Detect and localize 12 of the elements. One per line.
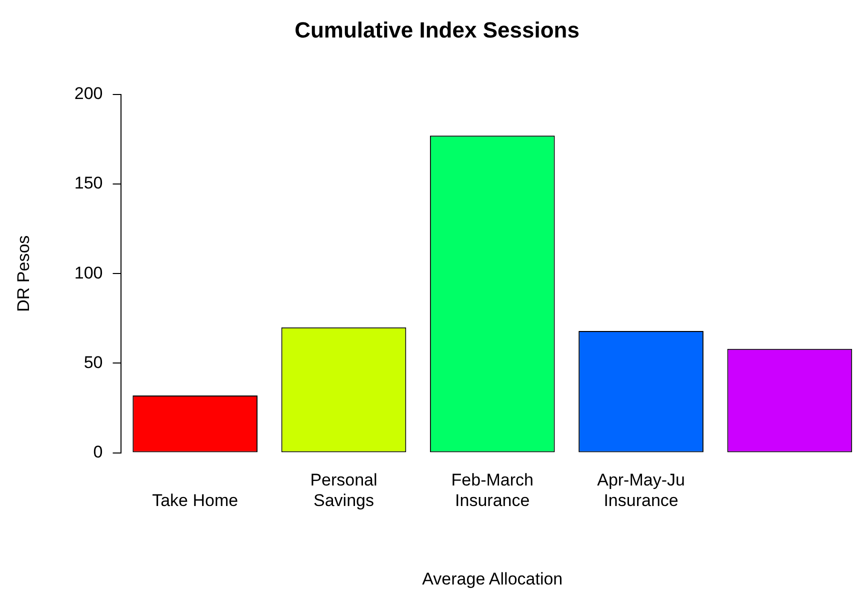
- x-tick-label: Take Home: [152, 491, 238, 510]
- y-tick-label: 150: [74, 174, 103, 193]
- chart-title: Cumulative Index Sessions: [294, 17, 580, 42]
- x-tick-label: Apr-May-Ju Insurance: [597, 470, 685, 510]
- y-tick-label: 100: [74, 263, 103, 282]
- y-tick-label: 200: [74, 84, 103, 104]
- x-axis-title: Average Allocation: [422, 569, 563, 588]
- y-axis-title: DR Pesos: [14, 235, 33, 312]
- x-tick-label: Personal Savings: [310, 470, 378, 510]
- y-tick-label: 0: [93, 442, 103, 462]
- y-tick-label: 50: [84, 352, 103, 372]
- x-tick-label: Feb-March Insurance: [451, 470, 534, 510]
